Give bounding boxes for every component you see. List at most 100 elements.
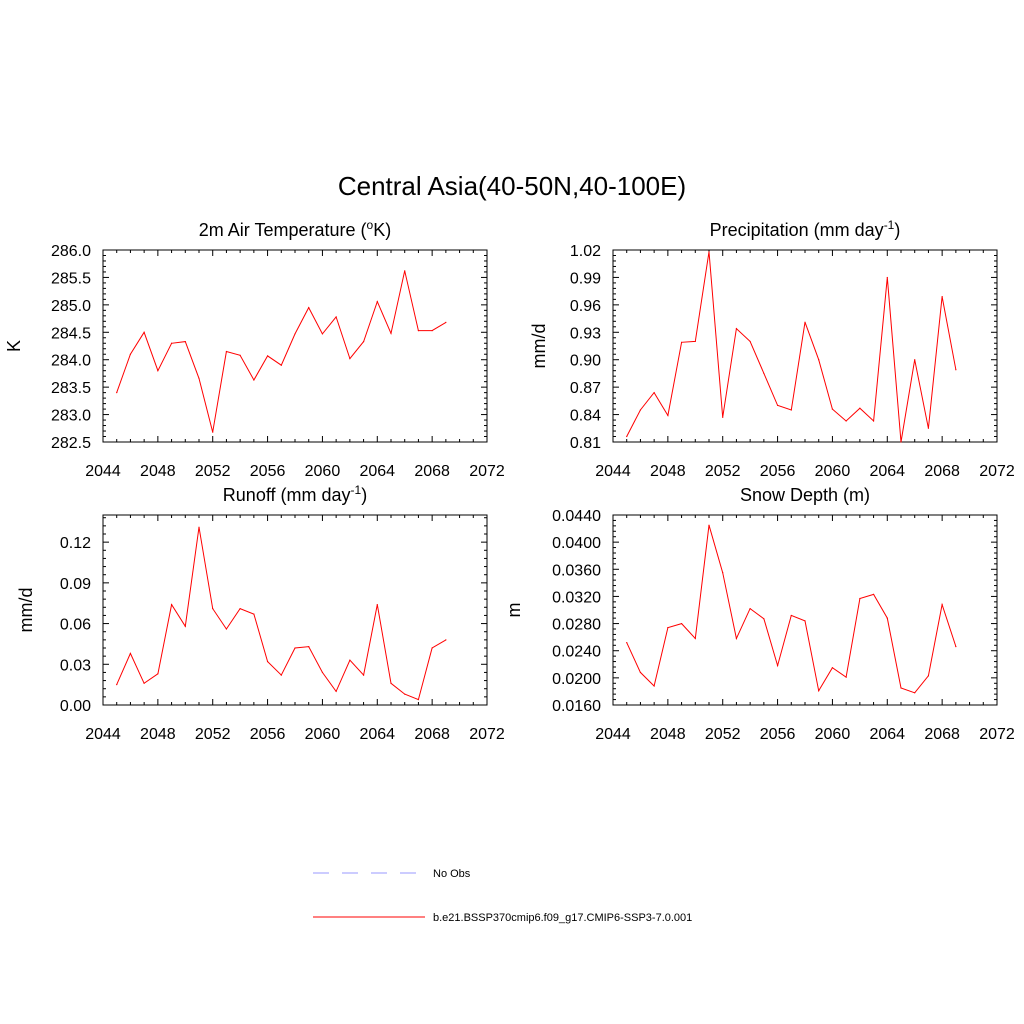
data-point: [626, 641, 628, 644]
x-tick-label: 2064: [359, 726, 395, 743]
data-point: [225, 350, 228, 353]
y-tick-label: 0.12: [60, 535, 91, 552]
data-point: [845, 676, 847, 678]
data-point: [445, 321, 447, 324]
y-tick-label: 0.0440: [552, 508, 601, 525]
series-line: [116, 527, 447, 701]
data-point: [722, 572, 724, 574]
series-line: [116, 270, 447, 433]
data-point: [212, 608, 214, 610]
data-point: [886, 276, 888, 279]
data-point: [859, 597, 861, 600]
x-tick-label: 2064: [359, 463, 395, 480]
data-point: [667, 414, 669, 417]
series-line: [626, 251, 957, 443]
panel-title: Runoff (mm day-1): [223, 483, 367, 505]
x-tick-label: 2048: [140, 726, 176, 743]
data-point: [266, 355, 269, 357]
data-point: [349, 358, 351, 360]
y-tick-label: 285.0: [51, 298, 91, 315]
data-point: [335, 690, 337, 693]
data-point: [390, 332, 392, 334]
y-tick-label: 0.99: [570, 270, 601, 287]
data-point: [239, 354, 241, 356]
x-tick-label: 2056: [250, 463, 286, 480]
panels: 2m Air Temperature (oK) 2044 2048 2052 2056 2…: [4, 218, 1015, 743]
x-tick-label: 2060: [815, 726, 851, 743]
x-tick-label: 2052: [195, 463, 231, 480]
legend-label: b.e21.BSSP370cmip6.f09_g17.CMIP6-SSP3-7.…: [433, 912, 692, 924]
data-point: [872, 593, 875, 595]
y-axis-label: m: [504, 603, 524, 618]
data-point: [266, 660, 269, 663]
data-point: [362, 674, 365, 676]
y-tick-label: 0.0360: [552, 562, 601, 579]
data-point: [212, 431, 214, 433]
data-point: [116, 392, 118, 394]
y-tick-label: 0.09: [60, 576, 91, 593]
x-tick-label: 2056: [760, 463, 796, 480]
y-axis-label: mm/d: [529, 324, 549, 369]
data-point: [253, 613, 255, 615]
y-tick-label: 0.03: [60, 657, 91, 674]
x-tick-label: 2068: [414, 726, 450, 743]
data-point: [639, 409, 642, 411]
panel-title: Snow Depth (m): [740, 485, 870, 505]
panel-1: 2m Air Temperature (oK) 2044 2048 2052 2056 2…: [4, 218, 505, 480]
data-point: [694, 340, 696, 343]
data-point: [804, 620, 806, 622]
y-tick-label: 285.5: [51, 270, 91, 287]
y-tick-label: 0.0400: [552, 535, 601, 552]
data-point: [143, 331, 145, 333]
x-tick-label: 2052: [705, 463, 741, 480]
legend-label: No Obs: [433, 868, 471, 880]
panel-3: Runoff (mm day-1) 2044 2048 2052 2056 2060 206…: [16, 483, 505, 743]
data-point: [694, 637, 696, 640]
data-point: [927, 675, 930, 677]
data-point: [198, 377, 200, 379]
data-point: [790, 614, 792, 617]
data-point: [445, 639, 447, 641]
data-point: [170, 603, 173, 606]
data-point: [680, 622, 683, 625]
x-tick-label: 2072: [469, 463, 505, 480]
data-point: [831, 408, 834, 410]
panel-2: Precipitation (mm day-1) 2044 2048 2052 2056…: [529, 218, 1015, 480]
panel-title: Precipitation (mm day-1): [710, 218, 901, 240]
data-point: [294, 647, 296, 649]
data-point: [900, 441, 902, 443]
y-tick-label: 0.93: [570, 325, 601, 342]
y-tick-label: 0.06: [60, 617, 91, 634]
data-point: [417, 330, 420, 332]
x-tick-label: 2052: [195, 726, 231, 743]
data-point: [308, 307, 310, 309]
y-tick-label: 0.84: [570, 408, 601, 425]
data-point: [390, 682, 392, 684]
data-point: [349, 659, 351, 661]
data-point: [170, 342, 173, 344]
data-point: [735, 637, 738, 640]
x-tick-label: 2068: [924, 463, 960, 480]
data-point: [184, 341, 186, 343]
data-point: [927, 427, 930, 429]
data-point: [653, 392, 655, 394]
data-point: [763, 372, 765, 375]
data-point: [143, 682, 145, 684]
y-tick-label: 0.00: [60, 698, 91, 715]
y-tick-label: 282.5: [51, 435, 91, 452]
x-tick-label: 2068: [414, 463, 450, 480]
data-point: [157, 673, 159, 675]
data-point: [253, 379, 255, 381]
x-tick-label: 2044: [595, 463, 631, 480]
x-tick-label: 2060: [815, 463, 851, 480]
y-tick-label: 0.96: [570, 298, 601, 315]
x-tick-label: 2072: [979, 463, 1015, 480]
data-point: [639, 671, 642, 674]
data-point: [184, 625, 186, 627]
data-point: [735, 328, 738, 330]
x-tick-label: 2056: [250, 726, 286, 743]
x-tick-label: 2068: [924, 726, 960, 743]
y-tick-label: 0.0240: [552, 644, 601, 661]
x-tick-label: 2044: [85, 726, 121, 743]
data-point: [308, 646, 310, 648]
